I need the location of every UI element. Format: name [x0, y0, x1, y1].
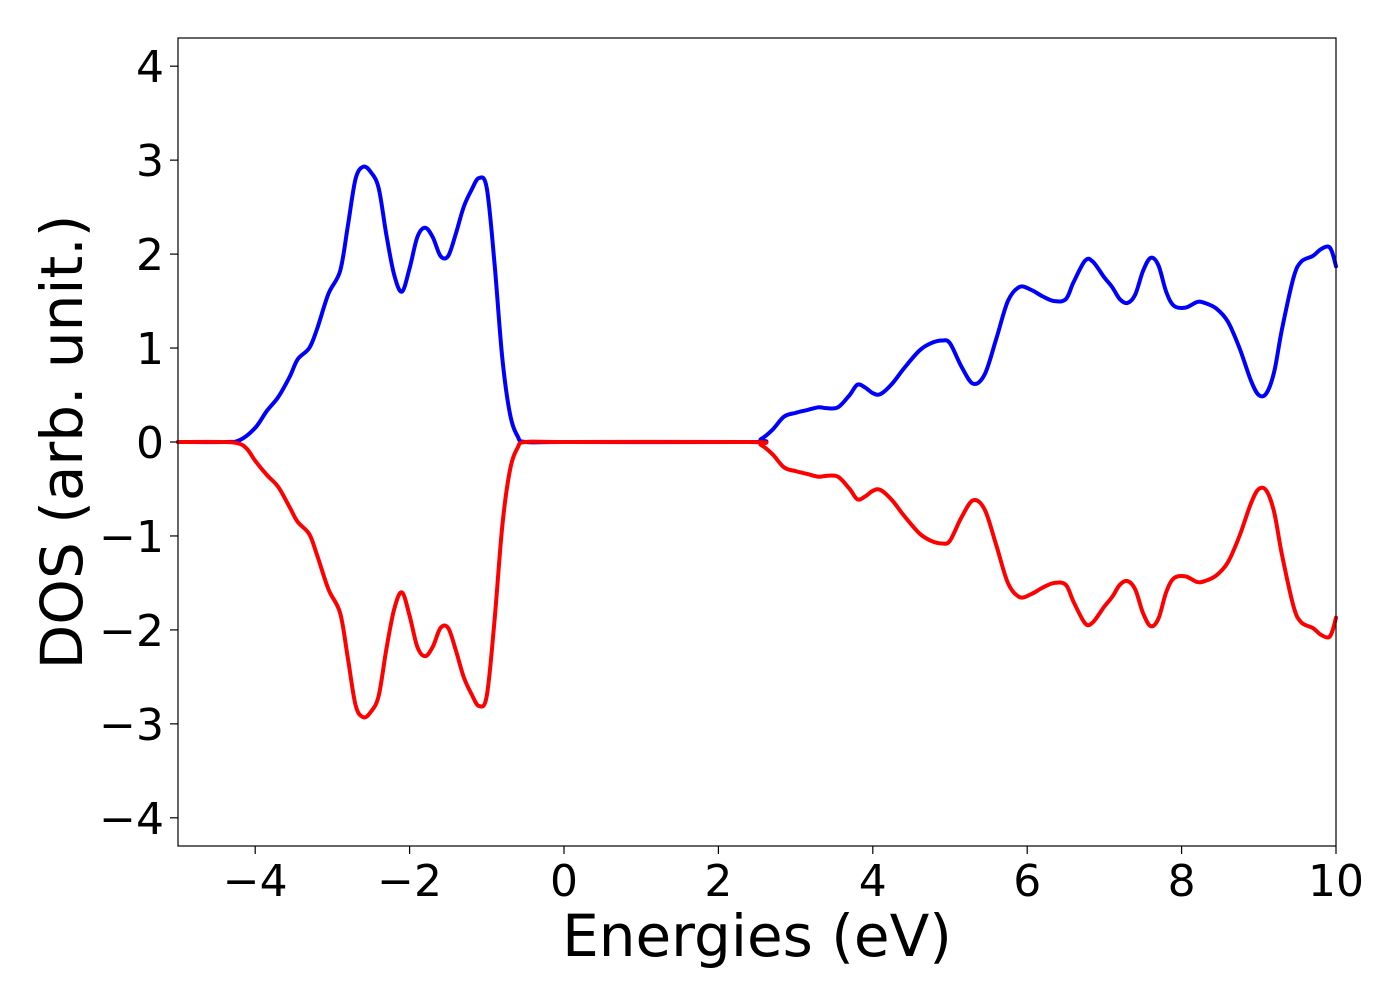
series-line-1 [176, 164, 1338, 445]
x-tick-label: 2 [704, 856, 732, 907]
y-tick-label: 0 [136, 418, 164, 469]
x-tick-label: 6 [1013, 856, 1041, 907]
y-tick-label: −3 [99, 700, 164, 751]
plot-area [176, 37, 1338, 847]
x-tick-label: 10 [1308, 856, 1364, 907]
x-tick-label: 0 [550, 856, 578, 907]
y-tick-label: −2 [99, 606, 164, 657]
x-tick-label: 8 [1168, 856, 1196, 907]
x-tick-label: −2 [377, 856, 442, 907]
y-axis-label: DOS (arb. unit.) [28, 215, 96, 670]
series-line-2 [176, 439, 1338, 720]
x-tick-label: −4 [223, 856, 288, 907]
y-tick-label: 2 [136, 230, 164, 281]
series-group [176, 164, 1338, 720]
y-tick-label: −4 [99, 794, 164, 845]
y-axis: −4 −3 −2 −1 0 1 2 3 4 [99, 42, 178, 845]
x-axis: −4 −2 0 2 4 6 8 10 [223, 846, 1364, 907]
y-tick-label: 4 [136, 42, 164, 93]
y-tick-label: 3 [136, 136, 164, 187]
x-tick-label: 4 [859, 856, 887, 907]
y-tick-label: −1 [99, 512, 164, 563]
y-tick-label: 1 [136, 324, 164, 375]
x-axis-label: Energies (eV) [562, 902, 952, 970]
